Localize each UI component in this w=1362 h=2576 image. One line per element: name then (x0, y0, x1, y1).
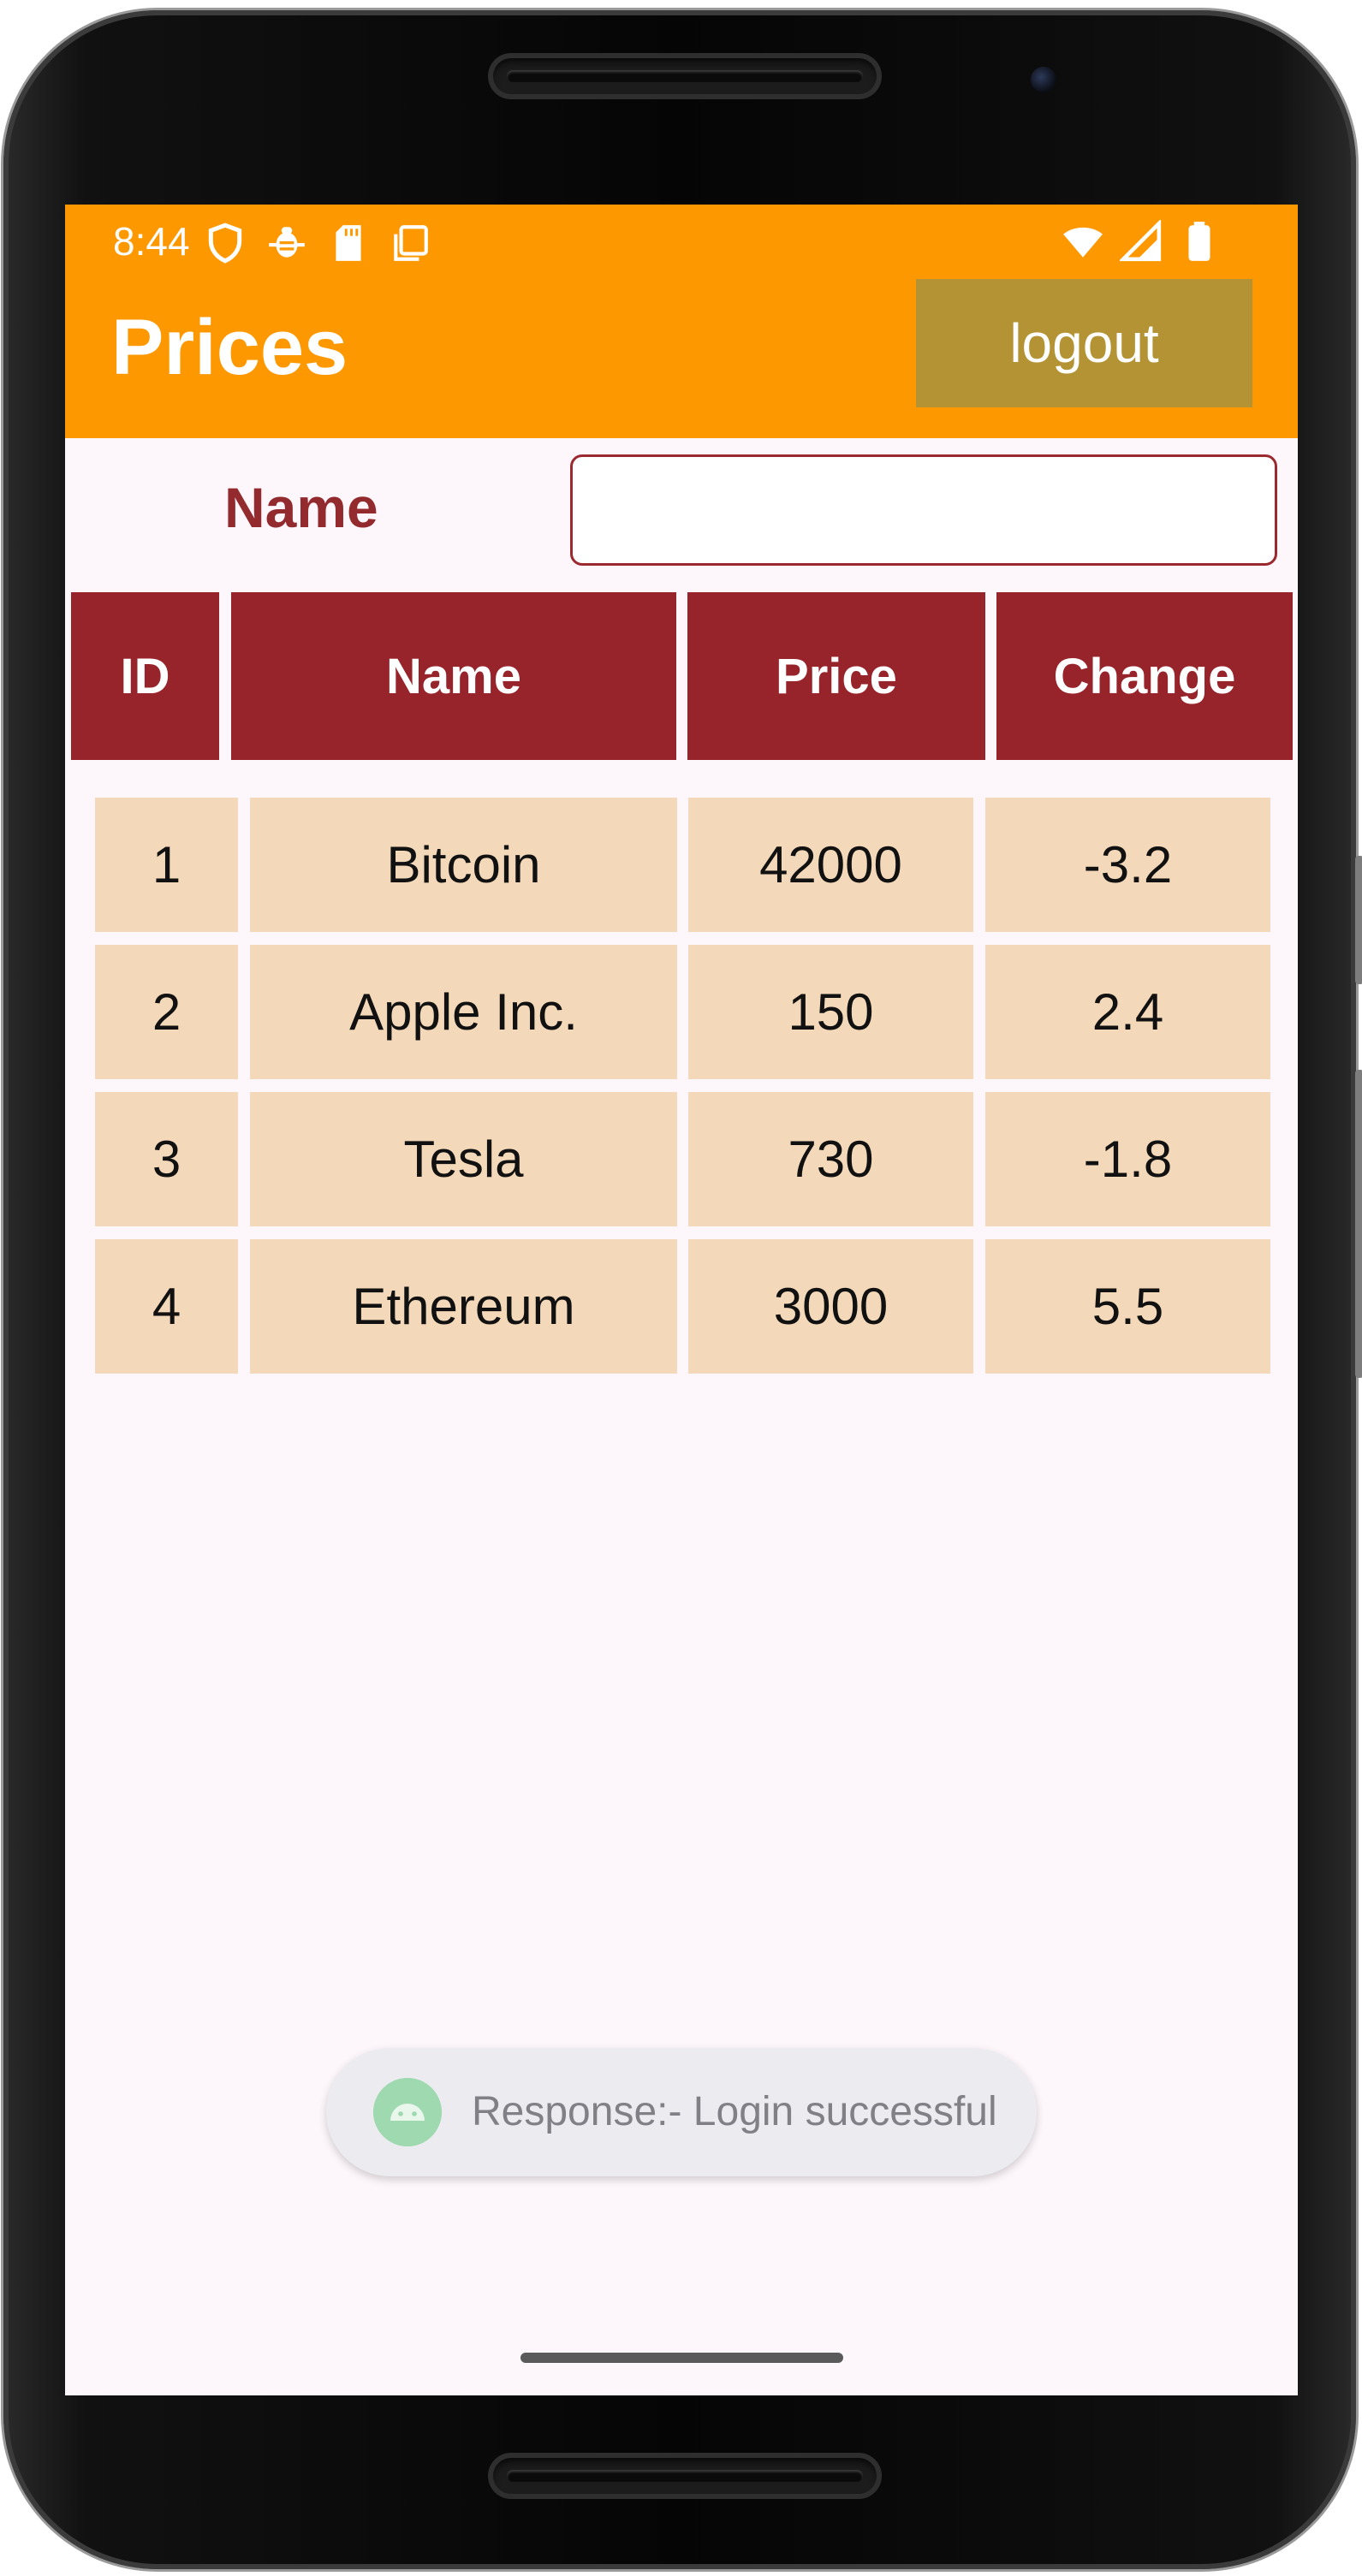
table-row-1-price: 42000 (688, 798, 973, 932)
status-time: 8:44 (113, 219, 190, 264)
toast-message: Response:- Login successful (326, 2048, 1037, 2176)
sd-card-icon (336, 225, 361, 261)
table-row-1-id: 1 (95, 798, 238, 932)
table-row-3-name: Tesla (250, 1092, 677, 1226)
status-bar: 8:44 (65, 205, 1298, 282)
table-row-2-id: 2 (95, 945, 238, 1079)
battery-icon (1188, 222, 1210, 261)
bug-icon (269, 227, 305, 258)
shield-icon (208, 223, 242, 264)
table-row-3-price: 730 (688, 1092, 973, 1226)
logout-button[interactable]: logout (916, 279, 1252, 407)
app-bar: 8:44 Prices logout (65, 205, 1298, 438)
name-search-input[interactable] (570, 454, 1277, 566)
table-row-2-name: Apple Inc. (250, 945, 677, 1079)
table-row-4-change: 5.5 (985, 1239, 1270, 1374)
volume-button (1355, 1070, 1362, 1378)
table-row-2-price: 150 (688, 945, 973, 1079)
home-indicator[interactable] (520, 2353, 843, 2363)
table-row-2-change: 2.4 (985, 945, 1270, 1079)
top-speaker (488, 53, 882, 99)
table-row-4-id: 4 (95, 1239, 238, 1374)
name-filter-label: Name (224, 476, 378, 539)
toast-text: Response:- Login successful (472, 2089, 997, 2134)
table-row-4-name: Ethereum (250, 1239, 677, 1374)
table-row-1-change: -3.2 (985, 798, 1270, 932)
table-row-3-id: 3 (95, 1092, 238, 1226)
table-row-1-name: Bitcoin (250, 798, 677, 932)
app-screen: 8:44 Prices logout Name ID Name Price Ch… (65, 205, 1298, 2395)
android-icon (373, 2078, 442, 2146)
column-header-change: Change (996, 592, 1293, 760)
column-header-price: Price (687, 592, 985, 760)
table-row-4-price: 3000 (688, 1239, 973, 1374)
front-camera (1031, 67, 1056, 92)
column-header-id: ID (71, 592, 219, 760)
wifi-icon (1063, 227, 1103, 258)
table-row-3-change: -1.8 (985, 1092, 1270, 1226)
page-title: Prices (111, 304, 348, 391)
screenshot-icon (394, 225, 428, 261)
bottom-speaker (488, 2453, 882, 2499)
signal-icon (1120, 220, 1162, 262)
power-button (1355, 856, 1362, 984)
column-header-name: Name (231, 592, 676, 760)
